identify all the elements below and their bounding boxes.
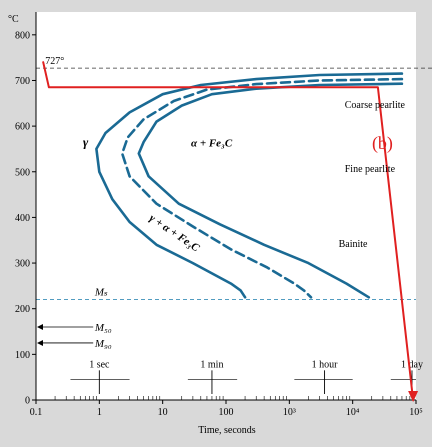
y-tick-label: 100 (15, 350, 30, 361)
time-mark-label: 1 day (401, 359, 423, 370)
x-tick-label: 10⁵ (409, 407, 423, 418)
time-mark-label: 1 min (200, 359, 223, 370)
ms-label: Mₛ (94, 287, 108, 299)
m-mark-arrowhead (37, 323, 43, 330)
label-bainite: Bainite (339, 239, 368, 250)
label-coarse-pearlite: Coarse pearlite (345, 100, 406, 111)
m-mark-label: M₉₀ (94, 338, 112, 350)
m-mark-arrowhead (37, 339, 43, 346)
y-tick-label: 0 (25, 396, 30, 407)
y-tick-label: 200 (15, 304, 30, 315)
time-mark-label: 1 hour (312, 359, 339, 370)
x-tick-label: 100 (219, 407, 234, 418)
y-tick-label: 300 (15, 259, 30, 270)
y-tick-label: 700 (15, 76, 30, 87)
x-tick-label: 1 (97, 407, 102, 418)
y-tick-label: 400 (15, 213, 30, 224)
time-mark-label: 1 sec (89, 359, 110, 370)
transformation-curve-1 (95, 72, 404, 299)
y-tick-label: 500 (15, 167, 30, 178)
x-tick-label: 0.1 (30, 407, 43, 418)
y-tick-label: 800 (15, 30, 30, 41)
x-tick-label: 10 (158, 407, 168, 418)
annotation-b: (b) (372, 133, 393, 154)
plot-area (36, 12, 416, 400)
eutectoid-label: 727° (45, 56, 64, 67)
transformation-curve-3 (137, 82, 404, 299)
x-axis-label: Time, seconds (198, 425, 256, 436)
y-axis-unit: °C (8, 14, 19, 25)
region-label-alpha-fe3c: α + Fe₃C (191, 138, 233, 150)
y-tick-label: 600 (15, 122, 30, 133)
x-tick-label: 10⁴ (346, 407, 360, 418)
label-fine-pearlite: Fine pearlite (345, 164, 396, 175)
cooling-path-arrowhead (408, 391, 419, 402)
region-label-gamma: γ (83, 135, 89, 150)
cooling-path-b (42, 61, 415, 401)
x-tick-label: 10³ (283, 407, 296, 418)
m-mark-label: M₅₀ (94, 322, 112, 334)
